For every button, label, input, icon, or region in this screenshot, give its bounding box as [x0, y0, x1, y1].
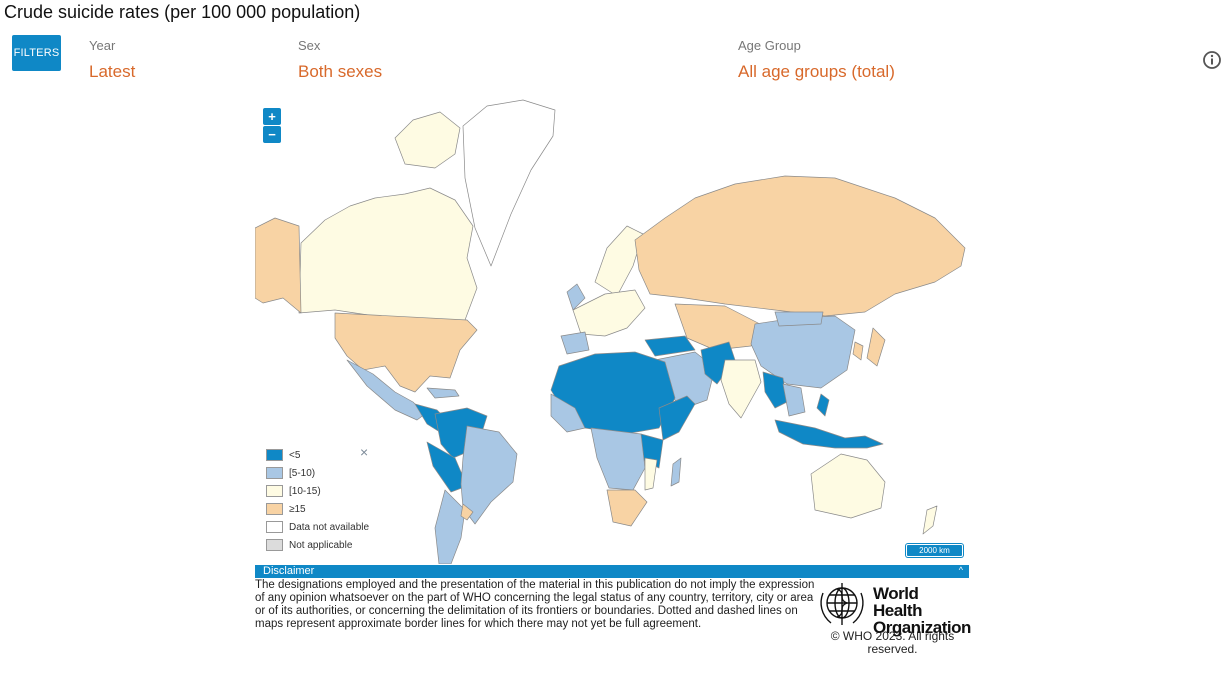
map-madagascar[interactable]	[670, 457, 682, 487]
legend-item: <5	[266, 446, 369, 464]
map-iberia[interactable]	[560, 331, 590, 355]
legend-label: ≥15	[289, 503, 306, 515]
map-caribbean[interactable]	[426, 387, 460, 399]
page-title: Crude suicide rates (per 100 000 populat…	[4, 2, 361, 22]
legend-swatch	[266, 485, 283, 497]
who-name-line2: Organization	[873, 618, 971, 637]
disclaimer-header[interactable]: Disclaimer ^	[255, 565, 969, 578]
map-japan[interactable]	[866, 327, 886, 367]
map-usa[interactable]	[334, 312, 478, 393]
map-philippines[interactable]	[816, 393, 830, 417]
map-legend: <5 [5-10) [10-15) ≥15 Data not available…	[266, 446, 369, 554]
scale-bar: 2000 km	[906, 544, 963, 557]
map-indochina[interactable]	[782, 383, 806, 417]
filter-year-label: Year	[89, 38, 116, 53]
world-map[interactable]	[255, 98, 969, 564]
map-scandinavia[interactable]	[594, 225, 644, 297]
disclaimer-text: The designations employed and the presen…	[255, 579, 815, 630]
legend-item: [5-10)	[266, 464, 369, 482]
map-mozambique[interactable]	[644, 457, 658, 491]
map-new-zealand[interactable]	[922, 505, 938, 535]
disclaimer-title: Disclaimer	[263, 565, 315, 577]
filter-sex-value[interactable]: Both sexes	[298, 62, 383, 81]
info-icon[interactable]	[1202, 50, 1222, 70]
map-uruguay[interactable]	[460, 503, 474, 521]
legend-item: Data not available	[266, 518, 369, 536]
filter-age-group-value[interactable]: All age groups (total)	[738, 62, 895, 81]
map-india[interactable]	[720, 359, 762, 419]
legend-item: ≥15	[266, 500, 369, 518]
map-kazakhstan-central-asia[interactable]	[674, 303, 761, 351]
map-mongolia[interactable]	[774, 311, 824, 327]
map-central-africa[interactable]	[590, 427, 646, 491]
filter-year-value[interactable]: Latest	[89, 62, 136, 81]
filter-age-group[interactable]: Age Group All age groups (total)	[738, 38, 895, 82]
who-name: World Health Organization	[873, 585, 971, 636]
filter-year[interactable]: Year Latest	[89, 38, 135, 82]
legend-label: Not applicable	[289, 539, 353, 551]
who-logo: World Health Organization	[815, 579, 971, 636]
legend-close-icon[interactable]: ×	[360, 444, 369, 460]
map-peru[interactable]	[426, 441, 468, 493]
map-australia[interactable]	[810, 453, 886, 519]
map-turkey[interactable]	[644, 335, 696, 357]
map-west-africa[interactable]	[550, 393, 586, 433]
map-alaska[interactable]	[255, 217, 302, 314]
legend-item: [10-15)	[266, 482, 369, 500]
map-greenland[interactable]	[462, 99, 556, 267]
map-brazil[interactable]	[460, 425, 518, 525]
copyright-text: © WHO 2023. All rights reserved.	[830, 629, 955, 656]
legend-swatch	[266, 521, 283, 533]
map-argentina[interactable]	[434, 489, 466, 564]
map-horn-africa[interactable]	[658, 395, 696, 441]
map-canadian-arctic-islands[interactable]	[394, 111, 461, 169]
filter-sex-label: Sex	[298, 38, 321, 53]
map-indonesia[interactable]	[774, 419, 884, 449]
who-emblem-icon	[820, 583, 864, 625]
filter-sex[interactable]: Sex Both sexes	[298, 38, 382, 82]
map-southeast-asia[interactable]	[762, 371, 788, 409]
filter-age-group-label: Age Group	[738, 38, 801, 53]
collapse-caret-icon[interactable]: ^	[958, 565, 963, 575]
map-southern-africa[interactable]	[606, 489, 648, 527]
legend-label: Data not available	[289, 521, 370, 533]
filters-button[interactable]: FILTERS	[12, 35, 61, 71]
who-name-line1: World Health	[873, 584, 922, 620]
map-russia[interactable]	[634, 175, 966, 317]
legend-swatch	[266, 449, 283, 461]
zoom-out-button[interactable]: −	[263, 126, 281, 143]
legend-swatch	[266, 503, 283, 515]
legend-item: Not applicable	[266, 536, 369, 554]
map-uk[interactable]	[566, 283, 586, 311]
zoom-in-button[interactable]: +	[263, 108, 281, 125]
map-korea[interactable]	[852, 341, 864, 361]
legend-label: <5	[289, 449, 301, 461]
legend-label: [5-10)	[289, 467, 316, 479]
legend-swatch	[266, 539, 283, 551]
legend-label: [10-15)	[289, 485, 321, 497]
map-canada[interactable]	[298, 187, 478, 329]
legend-swatch	[266, 467, 283, 479]
